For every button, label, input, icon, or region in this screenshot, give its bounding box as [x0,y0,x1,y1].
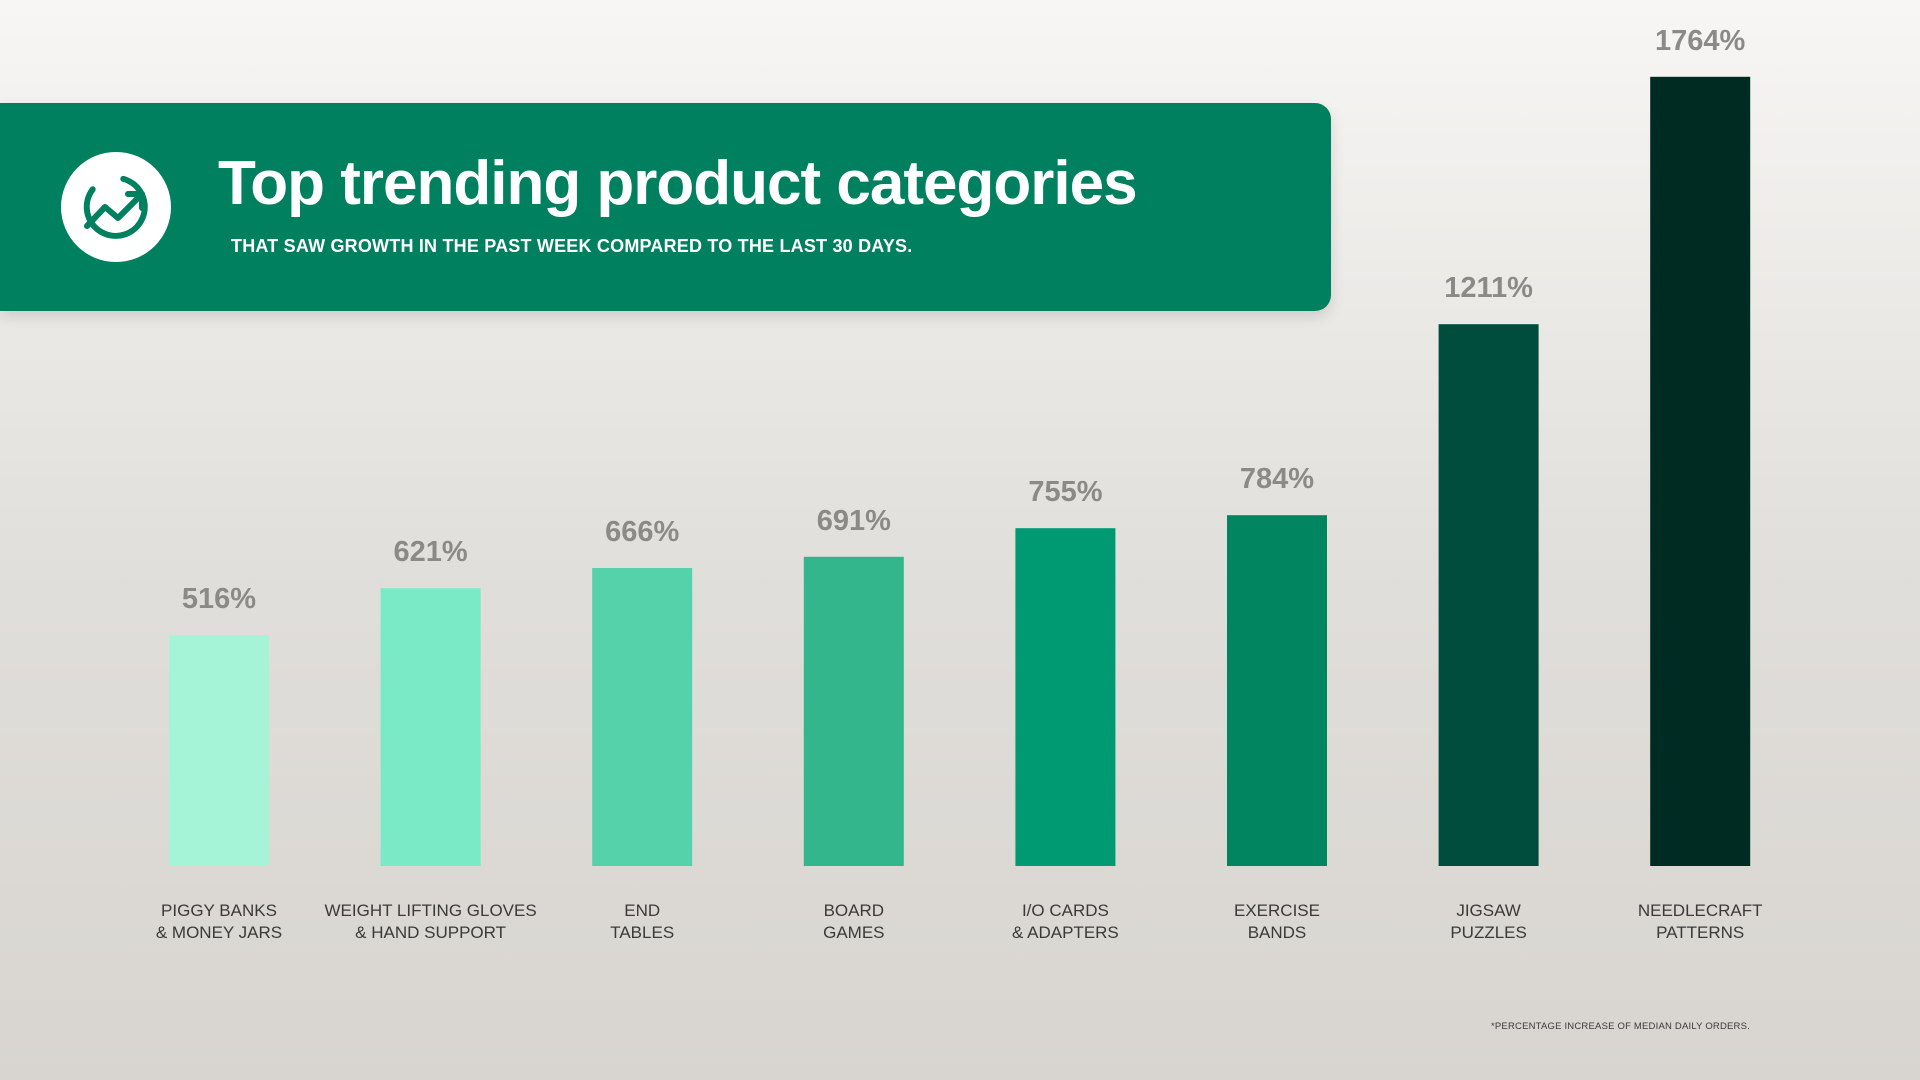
trending-up-icon [83,175,148,239]
category-label-line: TABLES [610,923,674,942]
data-label: 1211% [1444,272,1533,304]
category-label: NEEDLECRAFT PATTERNS [1638,901,1763,942]
page-title: Top trending product categories [218,149,1138,218]
data-label: 755% [1028,476,1102,508]
category-label-line: PATTERNS [1656,923,1744,942]
category-label: END TABLES [610,901,674,942]
data-label: 666% [605,516,679,548]
category-label-line: JIGSAW [1456,901,1521,920]
page-subtitle: THAT SAW GROWTH IN THE PAST WEEK COMPARE… [231,236,913,256]
bar [380,588,481,866]
bar [169,635,269,866]
category-label: I/O CARDS & ADAPTERS [1012,901,1119,942]
category-label-line: NEEDLECRAFT [1638,901,1763,920]
category-label: PIGGY BANKS & MONEY JARS [156,901,282,942]
data-label: 621% [394,536,468,568]
data-label: 1764% [1655,25,1746,57]
category-label-line: & HAND SUPPORT [355,923,506,942]
category-label-line: EXERCISE [1234,901,1320,920]
bar [1438,324,1539,866]
category-label-line: BOARD [824,901,884,920]
data-label: 516% [182,583,256,615]
bar [1015,528,1116,866]
category-label-line: GAMES [823,923,884,942]
bar [592,568,693,866]
category-label: BOARD GAMES [823,901,884,942]
category-label: WEIGHT LIFTING GLOVES & HAND SUPPORT [324,901,536,942]
category-label-line: PUZZLES [1450,923,1527,942]
data-label: 784% [1240,463,1314,495]
bar [1650,76,1751,867]
footnote: *PERCENTAGE INCREASE OF MEDIAN DAILY ORD… [1490,1021,1750,1032]
category-label-line: PIGGY BANKS [161,901,277,920]
category-label-line: I/O CARDS [1022,901,1109,920]
category-label-line: END [624,901,660,920]
category-label-line: & MONEY JARS [156,923,282,942]
category-label-line: BANDS [1248,923,1307,942]
bar [803,556,904,866]
category-label: EXERCISE BANDS [1234,901,1320,942]
category-label-line: & ADAPTERS [1012,923,1119,942]
header-banner: Top trending product categories THAT SAW… [0,103,1331,311]
data-label: 691% [817,505,891,537]
bar [1227,515,1327,866]
logo-badge [61,152,171,262]
category-label: JIGSAW PUZZLES [1450,901,1527,942]
category-label-line: WEIGHT LIFTING GLOVES [324,901,536,920]
